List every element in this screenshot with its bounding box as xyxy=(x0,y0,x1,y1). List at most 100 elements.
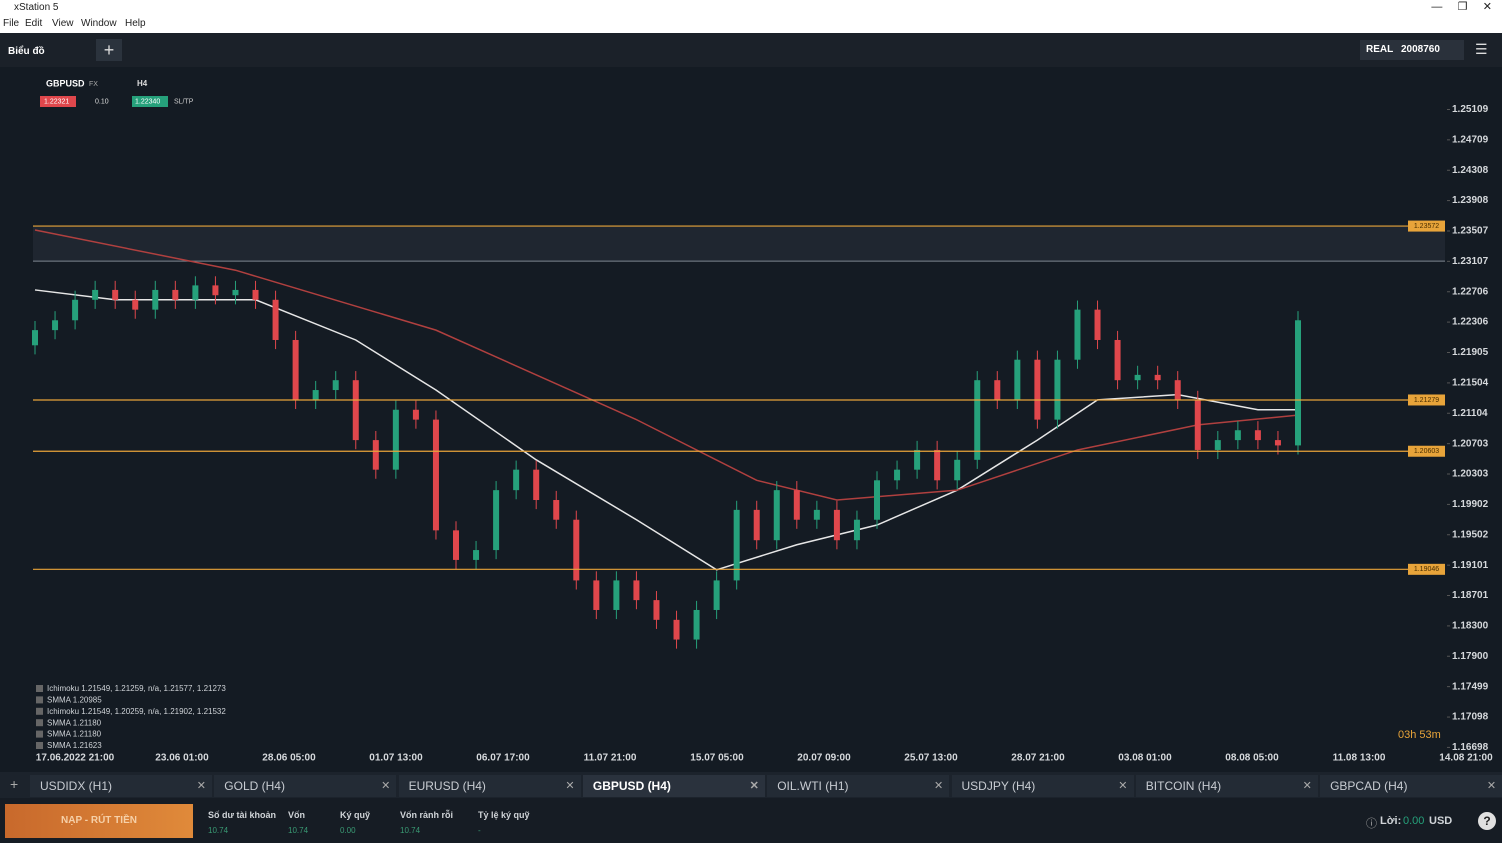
market: FX xyxy=(89,81,98,88)
tab-label: GBPCAD (H4) xyxy=(1330,779,1408,793)
y-tick-label: 1.17499 xyxy=(1452,681,1489,692)
tab-close[interactable]: ✕ xyxy=(196,780,206,792)
level-label: 1.19046 xyxy=(1414,566,1439,573)
x-tick-label: 25.07 13:00 xyxy=(904,753,958,764)
tab[interactable]: GBPCAD (H4) ✕ xyxy=(1320,775,1502,797)
window-controls[interactable]: — ❐ ✕ xyxy=(1431,1,1492,13)
x-tick-label: 11.08 13:00 xyxy=(1333,753,1386,764)
legend-entry: Ichimoku 1.21549, 1.21259, n/a, 1.21577,… xyxy=(47,684,226,693)
info-icon: ⓘ xyxy=(1366,818,1377,830)
tab-close[interactable]: ✕ xyxy=(1302,780,1312,792)
candle-body xyxy=(292,339,299,400)
y-tick-label: 1.19902 xyxy=(1452,499,1489,510)
candle-body xyxy=(954,459,961,481)
indicator-line xyxy=(34,289,1298,571)
y-tick-label: 1.17900 xyxy=(1452,651,1489,662)
chart: GBPUSD FX H4 1.22321 0.10 1.22340 SL/TP … xyxy=(32,78,1493,764)
field-value: 10.74 xyxy=(208,826,229,835)
tab[interactable]: BITCOIN (H4) ✕ xyxy=(1135,775,1318,797)
tab-close[interactable]: ✕ xyxy=(565,780,575,792)
section-tab[interactable]: Biểu đồ xyxy=(8,46,45,57)
sell-price: 1.22321 xyxy=(44,98,69,105)
toolbar: Biểu đồ + REAL 2008760 ☰ xyxy=(0,33,1502,67)
tab-label: GBPUSD (H4) xyxy=(592,779,671,793)
tab-close[interactable]: ✕ xyxy=(749,780,759,792)
menu-item[interactable]: File xyxy=(3,18,20,29)
field-value: 10.74 xyxy=(400,826,421,835)
y-tick-label: 1.23908 xyxy=(1452,195,1489,206)
tab[interactable]: USDIDX (H1) ✕ xyxy=(30,775,212,797)
account-type: REAL xyxy=(1366,44,1394,55)
profit-value: 0.00 xyxy=(1403,815,1425,827)
tab-close[interactable]: ✕ xyxy=(1486,780,1497,792)
candle-body xyxy=(252,289,259,300)
field-label: Ký quỹ xyxy=(340,810,371,820)
x-tick-label: 28.07 21:00 xyxy=(1011,753,1065,764)
candle-body xyxy=(1274,440,1281,446)
account-selector[interactable] xyxy=(1360,40,1464,60)
y-tick-label: 1.19101 xyxy=(1452,560,1489,571)
candle-body xyxy=(613,580,620,610)
tab[interactable]: GOLD (H4) ✕ xyxy=(214,775,397,797)
y-tick-label: 1.23107 xyxy=(1452,256,1489,267)
legend-entry: SMMA 1.20985 xyxy=(47,696,102,705)
candle-body xyxy=(1234,430,1241,441)
candle-body xyxy=(1214,440,1221,450)
menu-item[interactable]: Help xyxy=(125,18,146,29)
field-label: Số dư tài khoản xyxy=(208,810,277,820)
deposit-button[interactable]: NẠP - RÚT TIỀN xyxy=(5,804,193,838)
x-tick-label: 11.07 21:00 xyxy=(584,753,637,764)
candle-body xyxy=(32,330,38,346)
candle-body xyxy=(874,480,880,520)
candle-body xyxy=(513,469,520,491)
profit-currency: USD xyxy=(1429,815,1453,827)
window-title: xStation 5 xyxy=(14,2,59,13)
candle-body xyxy=(473,550,480,560)
x-tick-label: 01.07 13:00 xyxy=(369,753,423,764)
field-value: - xyxy=(478,826,481,835)
sell-button[interactable] xyxy=(40,96,76,107)
tab[interactable]: OIL.WTI (H1) ✕ xyxy=(767,775,950,797)
y-tick-label: 1.20703 xyxy=(1452,438,1489,449)
level-tag xyxy=(1408,445,1445,457)
candle-body xyxy=(673,619,680,640)
add-button[interactable]: + xyxy=(96,39,122,61)
help-button[interactable]: ? xyxy=(1478,812,1496,830)
candle-body xyxy=(1054,359,1061,420)
buy-button[interactable] xyxy=(132,96,168,107)
profit-label: Lời: xyxy=(1380,815,1402,827)
candle-body xyxy=(453,530,459,560)
level-tag xyxy=(1408,220,1445,232)
menu-item[interactable]: Window xyxy=(81,18,117,29)
field-label: Tỷ lệ ký quỹ xyxy=(478,810,530,820)
level-label: 1.23572 xyxy=(1414,223,1439,230)
menu-bar: File Edit View Window Help xyxy=(0,16,1502,33)
tab-label: USDIDX (H1) xyxy=(40,779,113,793)
menu-item[interactable]: Edit xyxy=(25,18,43,29)
legend-icon xyxy=(36,730,43,738)
candle-body xyxy=(1254,430,1261,441)
x-tick-label: 28.06 05:00 xyxy=(262,753,316,764)
menu-item[interactable]: View xyxy=(52,18,74,29)
legend-icon xyxy=(36,696,43,704)
timeframe[interactable]: H4 xyxy=(137,79,148,88)
menu-button[interactable]: ☰ xyxy=(1475,41,1488,57)
y-tick-label: 1.18701 xyxy=(1452,590,1489,601)
level-tag xyxy=(1408,563,1445,575)
tab-close[interactable]: ✕ xyxy=(1118,780,1128,792)
add-tab[interactable]: + xyxy=(10,776,19,792)
candle-body xyxy=(312,390,319,400)
legend-entry: SMMA 1.21623 xyxy=(47,741,102,750)
sltp[interactable]: SL/TP xyxy=(174,98,194,105)
y-tick-label: 1.18300 xyxy=(1452,621,1489,632)
tab[interactable]: USDJPY (H4) ✕ xyxy=(951,775,1134,797)
candle-body xyxy=(813,509,820,520)
tab[interactable]: EURUSD (H4) ✕ xyxy=(398,775,581,797)
tab-close[interactable]: ✕ xyxy=(381,780,391,792)
x-tick-label: 14.08 21:00 xyxy=(1439,753,1493,764)
legend-entry: SMMA 1.21180 xyxy=(47,730,102,739)
tab-close[interactable]: ✕ xyxy=(933,780,944,792)
tab[interactable]: GBPUSD (H4) ✕ xyxy=(582,775,765,797)
y-tick-label: 1.16698 xyxy=(1452,742,1489,753)
